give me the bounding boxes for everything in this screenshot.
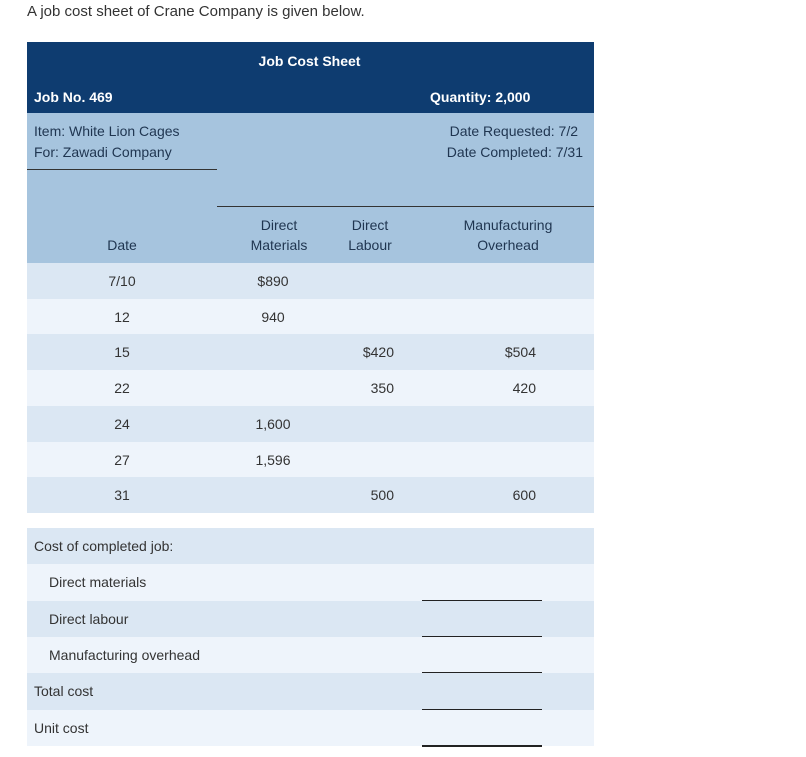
row-band [27,564,594,602]
table-cell: 15 [114,344,130,361]
row-band [27,673,594,710]
table-cell: 24 [114,415,130,432]
job-number: Job No. 469 [34,89,113,105]
summary-item: Direct labour [49,610,129,627]
table-cell: 1,600 [255,415,291,432]
customer: For: Zawadi Company [34,144,172,160]
answer-line [422,635,542,637]
row-band [27,405,594,442]
quantity: Quantity: 2,000 [430,89,531,105]
row-band [27,441,594,478]
table-cell: 500 [370,487,394,504]
table-cell: 27 [114,451,130,468]
answer-line [422,599,542,601]
column-header: Direct [260,217,298,233]
table-cell: 600 [512,487,536,504]
column-header: Labour [348,237,392,253]
sheet-title: Job Cost Sheet [258,53,361,69]
item: Item: White Lion Cages [34,123,180,139]
table-cell: 12 [114,308,130,325]
info-band [27,113,594,263]
title-band [27,42,594,113]
intro-text: A job cost sheet of Crane Company is giv… [27,3,365,20]
column-header: Direct [351,217,389,233]
column-header: Materials [250,237,308,253]
table-cell: 22 [114,380,130,397]
table-cell: 7/10 [108,273,136,289]
column-header: Date [107,237,137,253]
row-band [27,477,594,514]
row-band [27,600,594,638]
table-cell: $890 [257,273,289,289]
date-completed: Date Completed: 7/31 [446,144,583,160]
summary-item: Direct materials [49,574,147,591]
answer-line [422,744,542,747]
date-requested: Date Requested: 7/2 [449,123,578,139]
row-band [27,263,594,300]
header-rule [217,206,594,207]
row-band [27,298,594,335]
item-rule [27,169,217,170]
table-cell: 1,596 [255,451,291,468]
answer-line [422,672,542,674]
total-label: Unit cost [34,719,89,736]
row-band [27,370,594,407]
table-cell: 940 [261,308,285,325]
summary-heading: Cost of completed job: [34,538,174,554]
summary-item: Manufacturing overhead [49,646,200,663]
row-band [27,528,594,565]
table-cell: $420 [362,344,394,361]
row-band [27,334,594,371]
table-cell: 31 [114,487,130,504]
column-header: Manufacturing [463,217,553,233]
table-cell: 350 [370,380,394,397]
row-band [27,636,594,674]
table-cell: 420 [512,380,536,397]
table-cell: $504 [504,344,536,361]
column-header: Overhead [477,237,539,253]
total-label: Total cost [34,683,94,700]
row-band [27,709,594,747]
